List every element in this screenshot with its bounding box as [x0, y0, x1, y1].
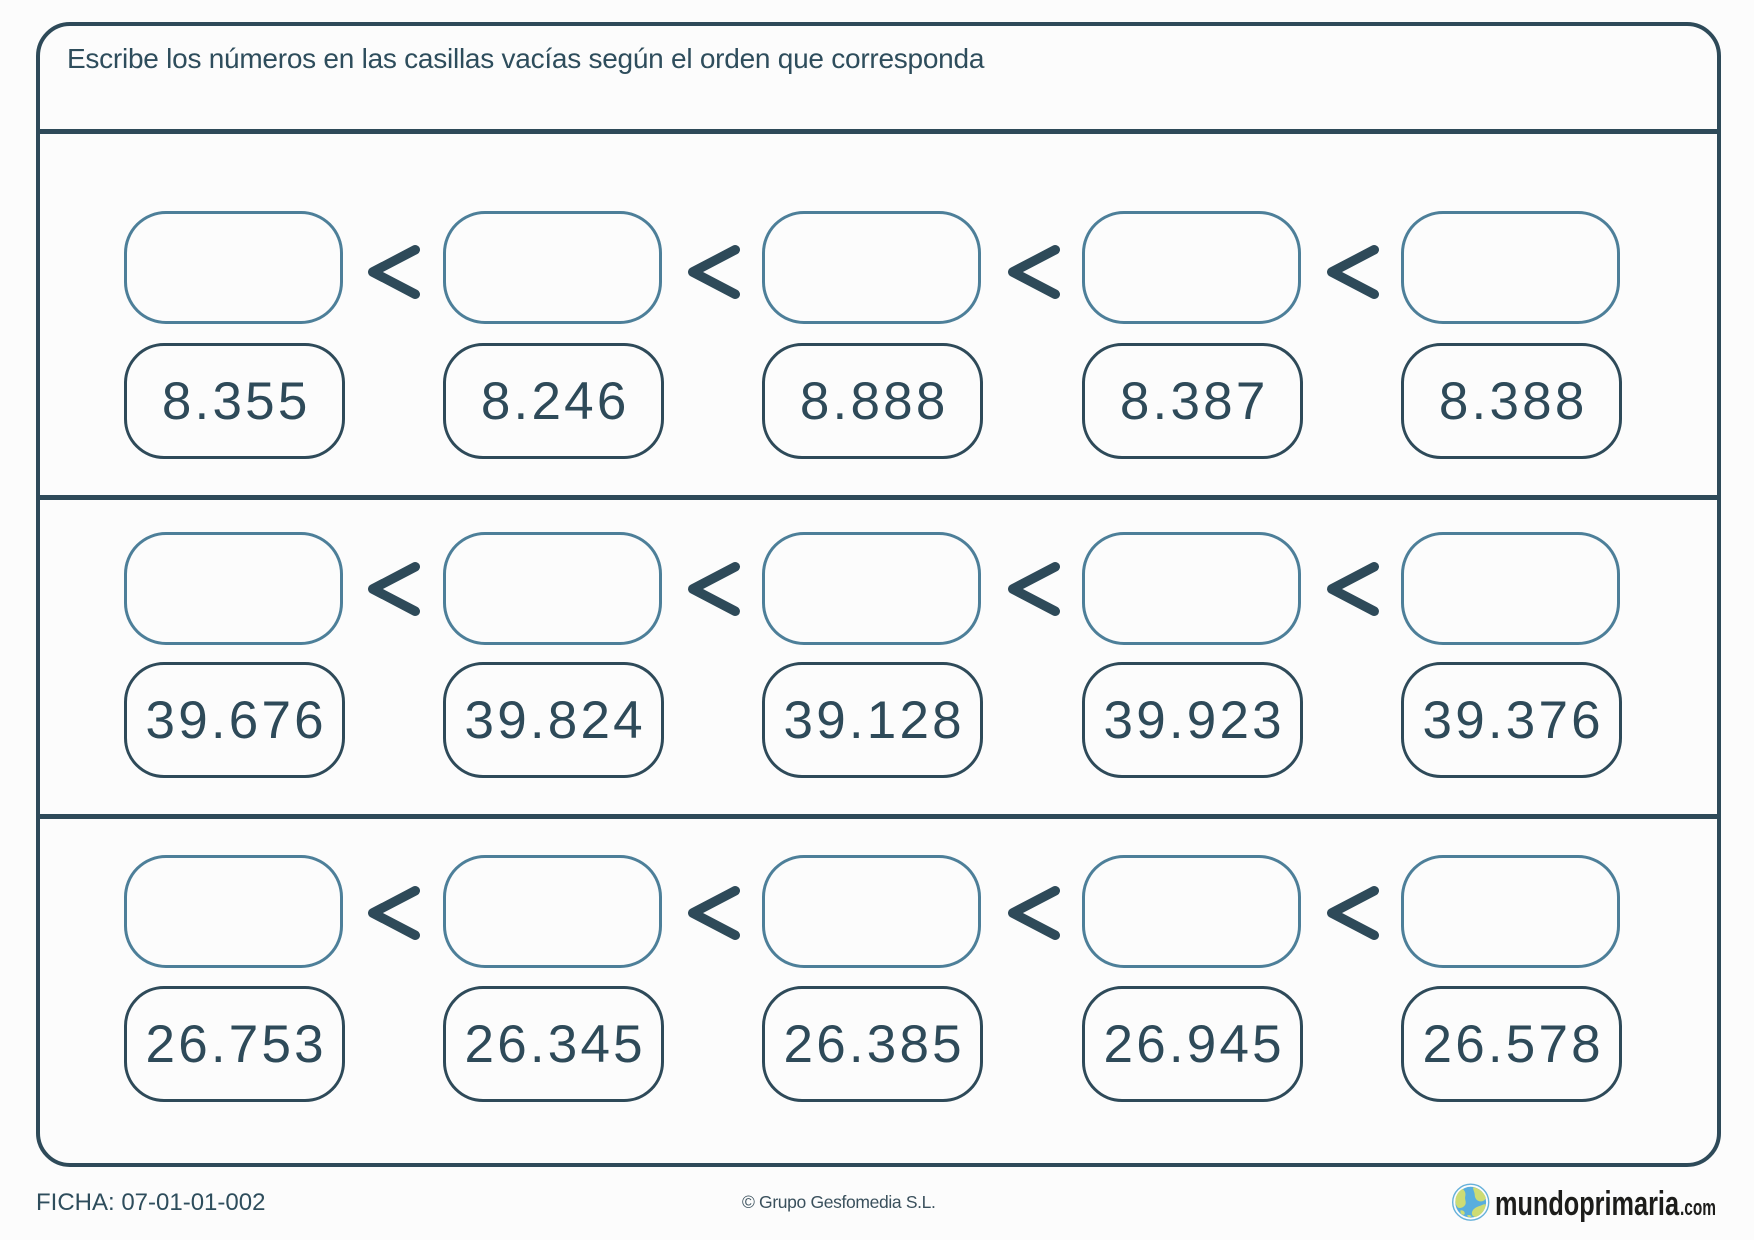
svg-text:.com: .com — [1680, 1195, 1716, 1220]
svg-text:mundoprimaria: mundoprimaria — [1495, 1185, 1680, 1223]
